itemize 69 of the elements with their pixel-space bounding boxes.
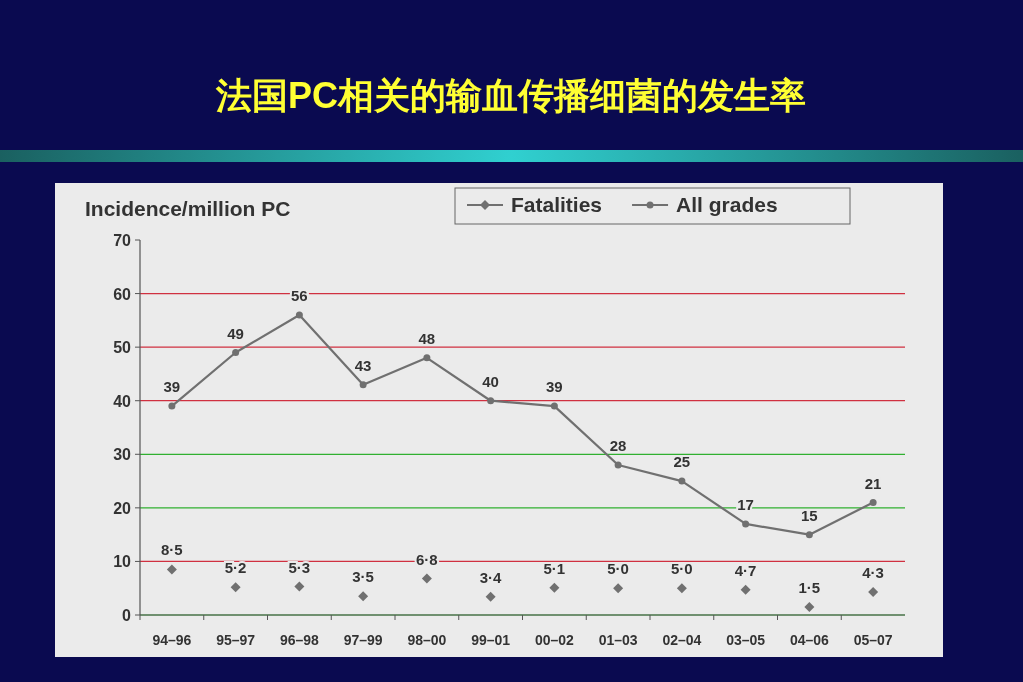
point — [613, 583, 624, 594]
y-tick-label: 70 — [113, 232, 132, 249]
data-label: 5·3 — [288, 558, 311, 576]
point — [166, 564, 177, 575]
data-label: 49 — [227, 324, 244, 342]
point — [485, 591, 496, 602]
point — [359, 381, 367, 389]
chart-title: 法国PC相关的输血传播细菌的发生率 — [214, 75, 807, 116]
point — [294, 581, 305, 592]
legend-label: All grades — [676, 193, 778, 216]
data-label: 8·5 — [161, 541, 183, 559]
data-label: 21 — [864, 474, 882, 492]
x-tick-label: 03–05 — [726, 632, 766, 648]
data-label: 48 — [418, 329, 436, 347]
data-label: 1·5 — [798, 578, 821, 596]
point — [676, 583, 687, 594]
point — [549, 582, 560, 593]
point — [805, 531, 813, 539]
point — [868, 586, 879, 597]
x-tick-label: 04–06 — [789, 632, 830, 648]
data-label: 5·2 — [224, 559, 247, 577]
data-label: 40 — [482, 372, 499, 390]
point — [421, 573, 432, 584]
point — [678, 477, 686, 485]
data-label: 4·3 — [862, 563, 884, 581]
data-label: 5·1 — [543, 559, 566, 577]
x-tick-label: 97–99 — [343, 632, 383, 648]
y-tick-label: 40 — [113, 392, 132, 410]
x-tick-label: 98–00 — [407, 632, 447, 648]
point — [742, 520, 750, 528]
point — [230, 582, 241, 593]
legend-label: Fatalities — [511, 193, 603, 216]
point — [869, 499, 877, 506]
point — [740, 584, 751, 595]
data-label: 4·7 — [734, 561, 757, 579]
y-tick-label: 50 — [113, 339, 132, 357]
point — [295, 311, 303, 319]
y-tick-label: 60 — [113, 285, 132, 303]
y-tick-label: 10 — [113, 553, 132, 571]
point — [168, 402, 176, 410]
point — [423, 354, 431, 362]
x-tick-label: 05–07 — [853, 632, 893, 648]
y-tick-label: 20 — [113, 499, 132, 517]
data-label: 25 — [673, 453, 691, 471]
data-label: 15 — [801, 506, 818, 524]
y-tick-label: 30 — [113, 446, 132, 464]
x-tick-label: 94–96 — [152, 632, 192, 648]
data-label: 3·5 — [352, 568, 374, 586]
data-label: 3·4 — [479, 568, 503, 586]
data-label: 5·0 — [671, 560, 693, 578]
x-tick-label: 01–03 — [598, 632, 638, 648]
point — [487, 397, 495, 405]
y-axis-title: Incidence/million PC — [85, 197, 291, 220]
data-label: 43 — [354, 356, 372, 374]
x-tick-label: 02–04 — [662, 632, 702, 648]
x-tick-label: 96–98 — [279, 632, 320, 648]
x-tick-label: 95–97 — [216, 632, 256, 648]
data-label: 5·0 — [607, 560, 629, 578]
point — [614, 461, 622, 469]
point — [358, 591, 369, 602]
x-tick-label: 99–01 — [471, 632, 511, 648]
data-label: 39 — [546, 378, 563, 396]
point — [550, 402, 558, 410]
point — [232, 349, 240, 356]
x-tick-label: 00–02 — [534, 632, 575, 648]
data-label: 39 — [163, 378, 181, 396]
point — [804, 601, 815, 612]
data-label: 28 — [609, 437, 627, 454]
y-tick-label: 0 — [122, 607, 132, 624]
